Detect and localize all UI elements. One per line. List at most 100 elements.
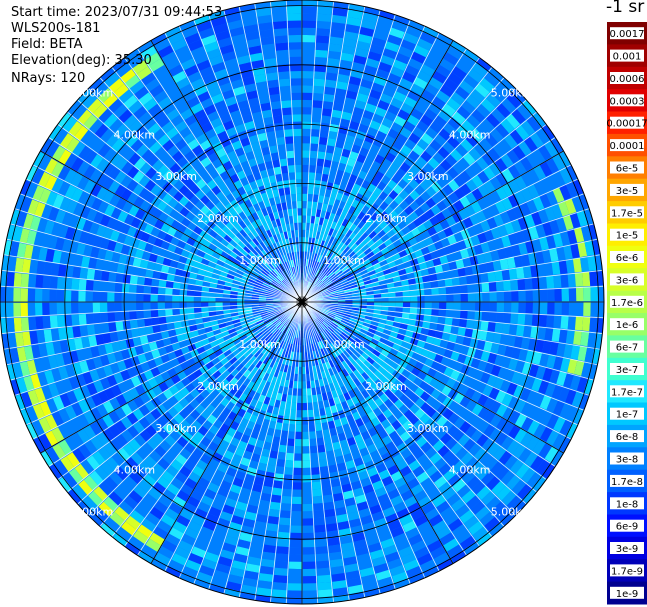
ray-separator [301,301,396,590]
beta-cell [246,466,258,477]
beta-cell [286,394,293,403]
beta-cell [333,348,341,357]
beta-cell [351,61,365,72]
beta-cell [344,97,356,107]
beta-cell [510,219,522,233]
beta-cell [315,538,328,548]
beta-cell [399,323,408,330]
beta-cell [56,315,66,328]
beta-cell [503,302,512,313]
beta-cell [450,351,460,361]
beta-cell [397,483,411,495]
beta-cell [123,495,139,510]
beta-cell [325,242,332,251]
ray-separator [301,57,480,303]
beta-cell [537,326,547,340]
beta-cell [526,152,540,168]
beta-cell [165,508,180,521]
beta-cell [290,321,295,329]
beta-cell [477,232,488,244]
beta-cell [538,276,548,289]
beta-cell [276,339,283,347]
beta-cell [255,439,265,449]
beta-cell [381,158,392,169]
beta-cell [489,302,497,312]
beta-cell [316,334,322,342]
beta-cell [290,366,296,374]
beta-cell [340,253,348,261]
beta-cell [113,486,129,501]
ray-separator [32,301,303,440]
beta-cell [212,370,222,380]
beta-cell [374,302,382,306]
beta-cell [308,172,316,180]
beta-cell [350,253,358,261]
beta-cell [312,245,317,254]
beta-cell [287,350,292,359]
beta-cell [322,362,328,371]
beta-cell [372,349,381,357]
beta-cell [460,310,468,319]
beta-cell [465,399,478,412]
beta-cell [302,244,305,252]
ray-separator [301,301,411,585]
beta-cell [345,347,353,356]
beta-cell [122,391,134,404]
beta-cell [436,392,448,404]
beta-cell [302,251,305,259]
beta-cell [556,371,567,386]
beta-cell [463,515,480,530]
beta-cell [374,238,384,247]
beta-cell [560,357,571,373]
beta-cell [84,440,98,455]
beta-cell [377,61,392,73]
beta-cell [306,373,311,382]
ray-separator [301,67,493,303]
beta-cell [517,278,526,290]
beta-cell [442,183,454,196]
beta-cell [584,240,595,256]
beta-cell [351,199,360,209]
beta-cell [442,141,455,154]
beta-cell [495,431,508,446]
beta-cell [28,274,37,288]
beta-cell [343,329,351,336]
beta-cell [74,463,89,480]
beta-cell [229,521,243,533]
beta-cell [583,378,595,395]
beta-cell [595,365,604,382]
beta-cell [77,414,90,429]
beta-cell [237,344,246,352]
beta-cell [470,357,481,369]
beta-cell [235,363,244,372]
beta-cell [388,210,399,220]
beta-cell [199,351,209,360]
beta-cell [284,350,289,358]
beta-cell [311,467,321,475]
beta-cell [605,286,606,301]
beta-cell [147,377,159,389]
beta-cell [321,288,329,294]
beta-cell [292,482,302,490]
beta-cell [347,436,357,446]
beta-cell [329,253,336,261]
beta-cell [375,462,388,474]
beta-cell [302,446,310,454]
beta-cell [82,495,98,512]
beta-cell [466,246,477,257]
beta-cell [446,377,457,389]
beta-cell [567,273,576,288]
beta-cell [464,387,476,399]
beta-cell [551,261,561,275]
beta-cell [302,258,305,266]
beta-cell [508,179,521,194]
beta-cell [263,478,274,488]
beta-cell [475,156,489,170]
beta-cell [565,181,578,198]
beta-cell [279,363,286,372]
beta-cell [442,450,456,463]
beta-cell [503,291,512,302]
beta-cell [332,441,342,451]
beta-cell [523,265,532,278]
beta-cell [492,332,502,344]
